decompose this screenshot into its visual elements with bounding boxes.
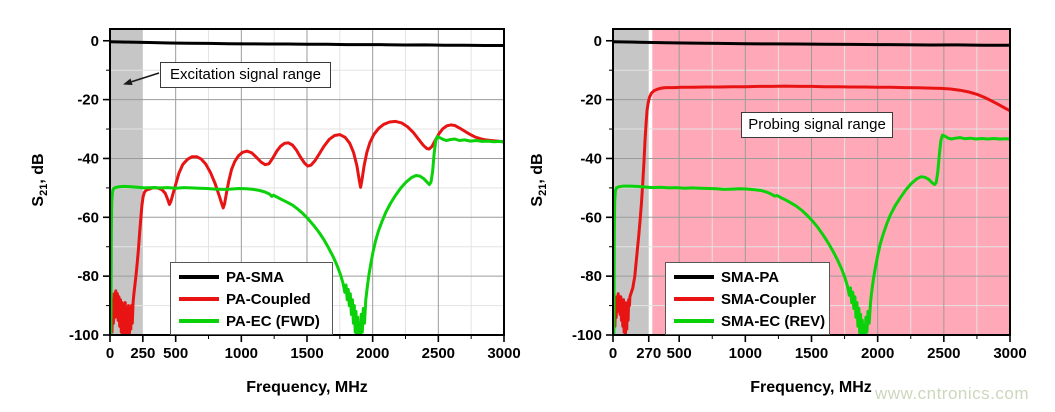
excitation-band [110, 29, 143, 335]
y-tick-label: -60 [580, 209, 602, 226]
x-tick-label: 3000 [487, 345, 520, 362]
x-tick-label: 500 [667, 345, 692, 362]
axis-ticks [606, 39, 1011, 342]
green-line-swatch [179, 319, 219, 323]
y-tick-label: -60 [77, 209, 99, 226]
probing-range-annotation: Probing signal range [741, 112, 893, 138]
x-tick-label: 500 [163, 345, 188, 362]
legend-label-pa-ec-fwd: PA-EC (FWD) [226, 312, 320, 330]
annotation-arrow-shaft [131, 72, 160, 83]
curves [110, 40, 504, 335]
black-line-swatch [179, 275, 219, 279]
y-title-rest: , dB [528, 153, 546, 184]
series-pa-ec-fwd [110, 135, 504, 335]
y-title-base: S [29, 195, 47, 207]
watermark: www.cntronics.com [875, 384, 1029, 403]
series-pa-sma [110, 40, 504, 47]
left-y-axis-title: S21, dB [30, 153, 50, 206]
legend-row: SMA-PA [674, 266, 823, 288]
x-tick-label: 250 [130, 345, 155, 362]
x-tick-label: 0 [609, 345, 617, 362]
y-tick-label: -40 [580, 150, 602, 167]
right-x-axis-title: Frequency, MHz [750, 379, 872, 396]
y-tick-label: -20 [77, 92, 99, 109]
series-sma-coupler [613, 84, 1010, 335]
legend-label-sma-pa: SMA-PA [721, 268, 780, 286]
y-tick-label: -20 [580, 92, 602, 109]
left-x-axis-title: Frequency, MHz [246, 379, 368, 396]
y-tick-label: 0 [91, 33, 99, 50]
left-legend: PA-SMA PA-Coupled PA-EC (FWD) [170, 262, 333, 335]
right-chart-canvas: 0 270 500 1000 1500 2000 2500 3000 0 -20 -40 -60 -80… [572, 28, 1027, 362]
panel-left: 0 250 500 1000 1500 2000 2500 3000 0 -20 -40 -60 -80… [0, 0, 527, 412]
legend-label-pa-coupled: PA-Coupled [226, 290, 311, 308]
x-tick-label: 2500 [422, 345, 455, 362]
y-tick-label: -80 [77, 268, 99, 285]
axis-tick-labels: 0 270 500 1000 1500 2000 2500 3000 0 -20 -40 -60 -80… [572, 33, 1027, 362]
legend-label-pa-sma: PA-SMA [226, 268, 285, 286]
axis-ticks [103, 39, 505, 342]
x-tick-label: 2500 [927, 345, 960, 362]
legend-row: SMA-EC (REV) [674, 310, 826, 332]
panel-right: 0 270 500 1000 1500 2000 2500 3000 0 -20 -40 -60 -80… [528, 0, 1055, 412]
legend-label-sma-coupler: SMA-Coupler [721, 290, 816, 308]
y-title-sub: 21 [38, 183, 51, 196]
right-legend: SMA-PA SMA-Coupler SMA-EC (REV) [665, 262, 830, 335]
x-tick-label: 1000 [225, 345, 258, 362]
axis-tick-labels: 0 250 500 1000 1500 2000 2500 3000 0 -20 -40 -60 -80… [69, 33, 521, 362]
series-sma-ec-rev [613, 133, 1010, 335]
series-pa-coupled [110, 119, 504, 335]
x-tick-label: 3000 [993, 345, 1026, 362]
y-title-sub: 21 [537, 183, 550, 196]
legend-label-sma-ec-rev: SMA-EC (REV) [721, 312, 826, 330]
y-tick-label: 0 [594, 33, 602, 50]
curves [613, 40, 1010, 335]
x-tick-label: 2000 [356, 345, 389, 362]
y-tick-label: -100 [572, 327, 602, 344]
legend-row: PA-EC (FWD) [179, 310, 326, 332]
x-tick-label: 270 [636, 345, 661, 362]
y-tick-label: -100 [69, 327, 99, 344]
red-line-swatch [674, 297, 714, 301]
y-title-rest: , dB [29, 153, 47, 184]
legend-row: PA-Coupled [179, 288, 326, 310]
red-line-swatch [179, 297, 219, 301]
black-line-swatch [674, 275, 714, 279]
right-y-axis-title: S21, dB [529, 153, 549, 206]
x-tick-label: 0 [106, 345, 114, 362]
green-line-swatch [674, 319, 714, 323]
x-tick-label: 2000 [861, 345, 894, 362]
series-sma-pa [613, 40, 1010, 47]
y-title-base: S [528, 195, 546, 207]
annotation-arrow-head [123, 78, 133, 85]
x-tick-label: 1500 [290, 345, 323, 362]
legend-row: PA-SMA [179, 266, 326, 288]
y-tick-label: -80 [580, 268, 602, 285]
excitation-range-annotation: Excitation signal range [160, 62, 331, 88]
x-tick-label: 1500 [795, 345, 828, 362]
legend-row: SMA-Coupler [674, 288, 823, 310]
y-tick-label: -40 [77, 150, 99, 167]
x-tick-label: 1000 [729, 345, 762, 362]
